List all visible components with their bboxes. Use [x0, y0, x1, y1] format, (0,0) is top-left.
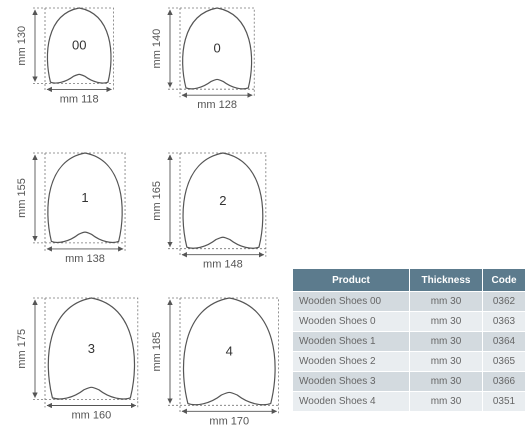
sole-outline [182, 297, 276, 406]
cell-product: Wooden Shoes 1 [292, 331, 410, 352]
table-row: Wooden Shoes 00 mm 30 0362 [292, 291, 526, 312]
cell-thickness: mm 30 [409, 371, 483, 392]
sole-outline [46, 7, 112, 84]
height-dimension-label: mm 140 [151, 29, 163, 69]
size-label: 00 [72, 38, 86, 53]
cell-product: Wooden Shoes 3 [292, 371, 410, 392]
cell-code: 0365 [482, 351, 526, 372]
height-dimension-label: mm 130 [16, 26, 28, 66]
shoe-sole-6: 4 mm 185 mm 170 [151, 297, 279, 427]
size-label: 2 [219, 193, 226, 208]
size-label: 4 [226, 344, 233, 359]
width-dimension-label: mm 118 [60, 93, 99, 105]
shoe-sole-1: 00 mm 130 mm 118 [16, 7, 114, 105]
sole-outline [47, 297, 136, 400]
cell-product: Wooden Shoes 4 [292, 391, 410, 412]
header-code: Code [482, 268, 526, 292]
cell-code: 0351 [482, 391, 526, 412]
width-dimension-label: mm 160 [72, 410, 112, 422]
width-dimension-label: mm 170 [209, 415, 249, 427]
table-row: Wooden Shoes 1 mm 30 0364 [292, 331, 526, 352]
shoe-sole-2: 0 mm 140 mm 128 [151, 7, 255, 111]
sole-outline [182, 152, 264, 249]
cell-product: Wooden Shoes 2 [292, 351, 410, 372]
shoe-sole-3: 1 mm 155 mm 138 [16, 152, 126, 265]
cell-thickness: mm 30 [409, 391, 483, 412]
cell-thickness: mm 30 [409, 331, 483, 352]
width-dimension-label: mm 138 [65, 253, 105, 265]
width-dimension-label: mm 128 [197, 99, 237, 111]
table-row: Wooden Shoes 0 mm 30 0363 [292, 311, 526, 332]
size-label: 1 [81, 190, 88, 205]
sole-outline [47, 152, 123, 244]
cell-thickness: mm 30 [409, 351, 483, 372]
cell-code: 0364 [482, 331, 526, 352]
size-label: 0 [214, 41, 221, 56]
cell-thickness: mm 30 [409, 311, 483, 332]
width-dimension-label: mm 148 [203, 259, 243, 271]
table-header-row: Product Thickness Code [292, 268, 526, 292]
table-row: Wooden Shoes 3 mm 30 0366 [292, 371, 526, 392]
cell-code: 0363 [482, 311, 526, 332]
shoe-sole-5: 3 mm 175 mm 160 [16, 297, 139, 422]
table-row: Wooden Shoes 4 mm 30 0351 [292, 391, 526, 412]
size-label: 3 [88, 341, 95, 356]
header-product: Product [292, 268, 410, 292]
cell-thickness: mm 30 [409, 291, 483, 312]
cell-code: 0362 [482, 291, 526, 312]
cell-code: 0366 [482, 371, 526, 392]
cell-product: Wooden Shoes 00 [292, 291, 410, 312]
product-spec-table: Product Thickness Code Wooden Shoes 00 m… [292, 268, 526, 412]
shoe-sole-4: 2 mm 165 mm 148 [151, 152, 267, 271]
sole-outline [182, 7, 253, 90]
height-dimension-label: mm 155 [16, 178, 28, 218]
table-row: Wooden Shoes 2 mm 30 0365 [292, 351, 526, 372]
height-dimension-label: mm 175 [16, 329, 28, 369]
height-dimension-label: mm 165 [151, 181, 163, 221]
cell-product: Wooden Shoes 0 [292, 311, 410, 332]
header-thickness: Thickness [409, 268, 483, 292]
height-dimension-label: mm 185 [151, 332, 163, 372]
